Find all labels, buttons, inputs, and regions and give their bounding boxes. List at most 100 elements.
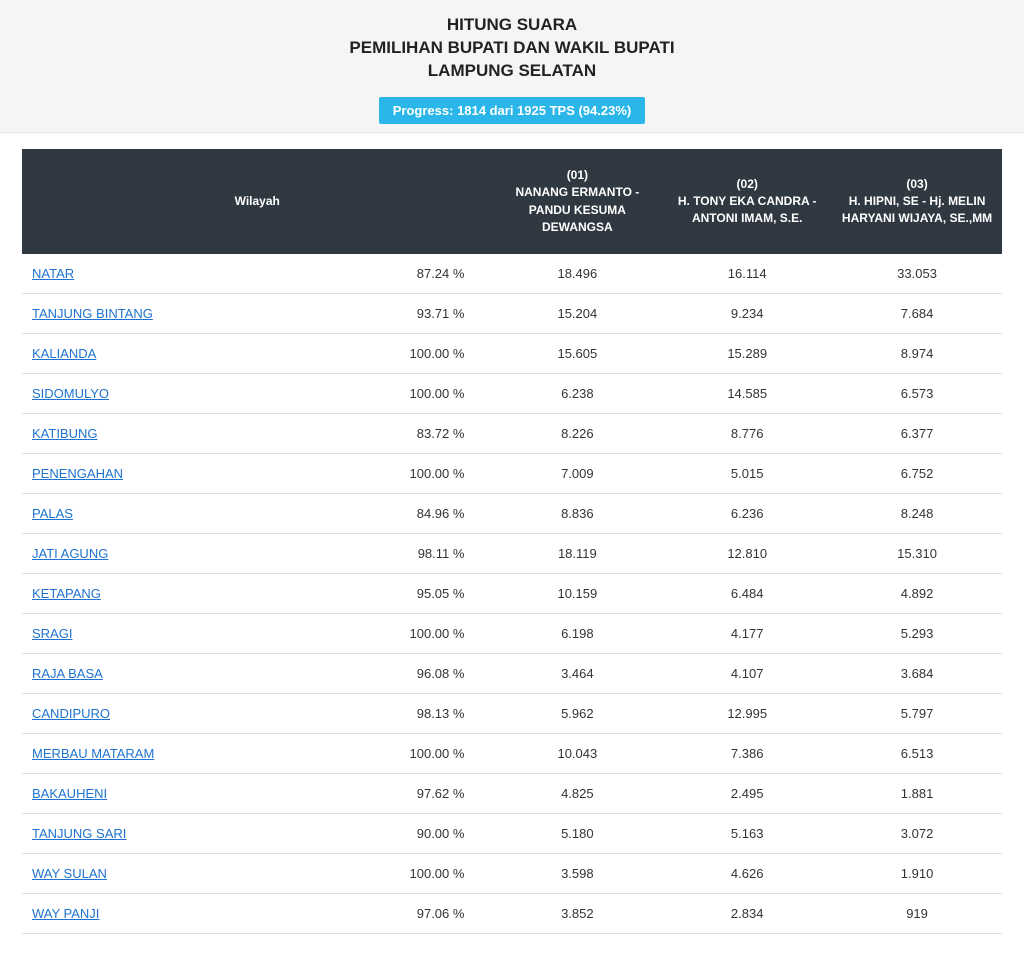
candidate-1-votes: 8.226 — [492, 414, 662, 454]
region-cell: SRAGI — [22, 614, 287, 654]
candidate-1-votes: 5.962 — [492, 694, 662, 734]
table-row: CANDIPURO98.13 %5.96212.9955.797 — [22, 694, 1002, 734]
progress-pct: 90.00 % — [287, 814, 493, 854]
region-cell: JATI AGUNG — [22, 534, 287, 574]
candidate-2-votes: 15.289 — [662, 334, 832, 374]
progress-pct: 83.72 % — [287, 414, 493, 454]
table-row: JATI AGUNG 98.11 %18.11912.81015.310 — [22, 534, 1002, 574]
candidate-3-votes: 8.974 — [832, 334, 1002, 374]
table-row: WAY PANJI97.06 %3.8522.834919 — [22, 894, 1002, 934]
progress-pct: 97.62 % — [287, 774, 493, 814]
progress-pct: 98.11 % — [287, 534, 493, 574]
title-line-2: PEMILIHAN BUPATI DAN WAKIL BUPATI — [0, 37, 1024, 60]
progress-pct: 98.13 % — [287, 694, 493, 734]
candidate-3-votes: 33.053 — [832, 254, 1002, 294]
table-head-row: Wilayah (01)NANANG ERMANTO - PANDU KESUM… — [22, 149, 1002, 255]
table-row: KATIBUNG 83.72 %8.2268.7766.377 — [22, 414, 1002, 454]
region-link[interactable]: TANJUNG BINTANG — [32, 306, 153, 321]
table-row: RAJA BASA96.08 %3.4644.1073.684 — [22, 654, 1002, 694]
region-link[interactable]: MERBAU MATARAM — [32, 746, 154, 761]
candidate-1-votes: 18.119 — [492, 534, 662, 574]
candidate-2-votes: 6.236 — [662, 494, 832, 534]
region-link[interactable]: WAY PANJI — [32, 906, 99, 921]
candidate-1-votes: 5.180 — [492, 814, 662, 854]
candidate-3-votes: 4.892 — [832, 574, 1002, 614]
region-link[interactable]: JATI AGUNG — [32, 546, 108, 561]
region-link[interactable]: SIDOMULYO — [32, 386, 109, 401]
candidate-1-votes: 10.043 — [492, 734, 662, 774]
table-row: PALAS84.96 %8.8366.2368.248 — [22, 494, 1002, 534]
region-cell: WAY SULAN — [22, 854, 287, 894]
candidate-1-votes: 4.825 — [492, 774, 662, 814]
candidate-2-votes: 6.484 — [662, 574, 832, 614]
progress-pct: 87.24 % — [287, 254, 493, 294]
candidate-3-votes: 1.881 — [832, 774, 1002, 814]
candidate-2-votes: 4.626 — [662, 854, 832, 894]
table-row: MERBAU MATARAM100.00 %10.0437.3866.513 — [22, 734, 1002, 774]
candidate-3-votes: 15.310 — [832, 534, 1002, 574]
candidate-3-votes: 919 — [832, 894, 1002, 934]
region-cell: MERBAU MATARAM — [22, 734, 287, 774]
candidate-3-votes: 3.684 — [832, 654, 1002, 694]
region-cell: CANDIPURO — [22, 694, 287, 734]
candidate-2-votes: 14.585 — [662, 374, 832, 414]
region-cell: PALAS — [22, 494, 287, 534]
region-link[interactable]: CANDIPURO — [32, 706, 110, 721]
region-link[interactable]: KATIBUNG — [32, 426, 98, 441]
progress-pct: 100.00 % — [287, 374, 493, 414]
progress-pct: 100.00 % — [287, 334, 493, 374]
progress-pct: 100.00 % — [287, 614, 493, 654]
region-link[interactable]: SRAGI — [32, 626, 72, 641]
region-link[interactable]: KALIANDA — [32, 346, 96, 361]
progress-pct: 93.71 % — [287, 294, 493, 334]
title-line-1: HITUNG SUARA — [0, 14, 1024, 37]
region-link[interactable]: KETAPANG — [32, 586, 101, 601]
region-link[interactable]: NATAR — [32, 266, 74, 281]
title-line-3: LAMPUNG SELATAN — [0, 60, 1024, 83]
progress-pct: 97.06 % — [287, 894, 493, 934]
region-cell: TANJUNG BINTANG — [22, 294, 287, 334]
candidate-1-votes: 3.464 — [492, 654, 662, 694]
progress-pct: 84.96 % — [287, 494, 493, 534]
candidate-2-votes: 9.234 — [662, 294, 832, 334]
results-table: Wilayah (01)NANANG ERMANTO - PANDU KESUM… — [22, 149, 1002, 935]
candidate-3-votes: 1.910 — [832, 854, 1002, 894]
region-link[interactable]: RAJA BASA — [32, 666, 103, 681]
region-link[interactable]: WAY SULAN — [32, 866, 107, 881]
candidate-3-votes: 6.573 — [832, 374, 1002, 414]
candidate-3-votes: 5.293 — [832, 614, 1002, 654]
col-header-candidate-2: (02)H. TONY EKA CANDRA - ANTONI IMAM, S.… — [662, 149, 832, 255]
region-cell: SIDOMULYO — [22, 374, 287, 414]
table-row: WAY SULAN100.00 %3.5984.6261.910 — [22, 854, 1002, 894]
col-header-candidate-1: (01)NANANG ERMANTO - PANDU KESUMA DEWANG… — [492, 149, 662, 255]
candidate-1-votes: 3.598 — [492, 854, 662, 894]
candidate-3-votes: 6.377 — [832, 414, 1002, 454]
candidate-2-votes: 16.114 — [662, 254, 832, 294]
table-row: BAKAUHENI 97.62 %4.8252.4951.881 — [22, 774, 1002, 814]
candidate-1-votes: 6.198 — [492, 614, 662, 654]
candidate-3-votes: 5.797 — [832, 694, 1002, 734]
progress-badge: Progress: 1814 dari 1925 TPS (94.23%) — [379, 97, 645, 124]
candidate-1-votes: 7.009 — [492, 454, 662, 494]
candidate-2-votes: 8.776 — [662, 414, 832, 454]
table-row: SIDOMULYO100.00 %6.23814.5856.573 — [22, 374, 1002, 414]
table-head: Wilayah (01)NANANG ERMANTO - PANDU KESUM… — [22, 149, 1002, 255]
progress-pct: 96.08 % — [287, 654, 493, 694]
page: HITUNG SUARA PEMILIHAN BUPATI DAN WAKIL … — [0, 0, 1024, 958]
region-link[interactable]: PALAS — [32, 506, 73, 521]
candidate-2-votes: 12.810 — [662, 534, 832, 574]
region-cell: PENENGAHAN — [22, 454, 287, 494]
region-cell: KETAPANG — [22, 574, 287, 614]
region-link[interactable]: BAKAUHENI — [32, 786, 107, 801]
region-link[interactable]: PENENGAHAN — [32, 466, 123, 481]
title-block: HITUNG SUARA PEMILIHAN BUPATI DAN WAKIL … — [0, 14, 1024, 83]
candidate-2-votes: 2.834 — [662, 894, 832, 934]
region-link[interactable]: TANJUNG SARI — [32, 826, 126, 841]
candidate-1-votes: 15.605 — [492, 334, 662, 374]
table-row: KALIANDA 100.00 %15.60515.2898.974 — [22, 334, 1002, 374]
candidate-1-votes: 8.836 — [492, 494, 662, 534]
table-row: TANJUNG BINTANG93.71 %15.2049.2347.684 — [22, 294, 1002, 334]
region-cell: NATAR — [22, 254, 287, 294]
candidate-2-votes: 2.495 — [662, 774, 832, 814]
candidate-3-votes: 6.752 — [832, 454, 1002, 494]
